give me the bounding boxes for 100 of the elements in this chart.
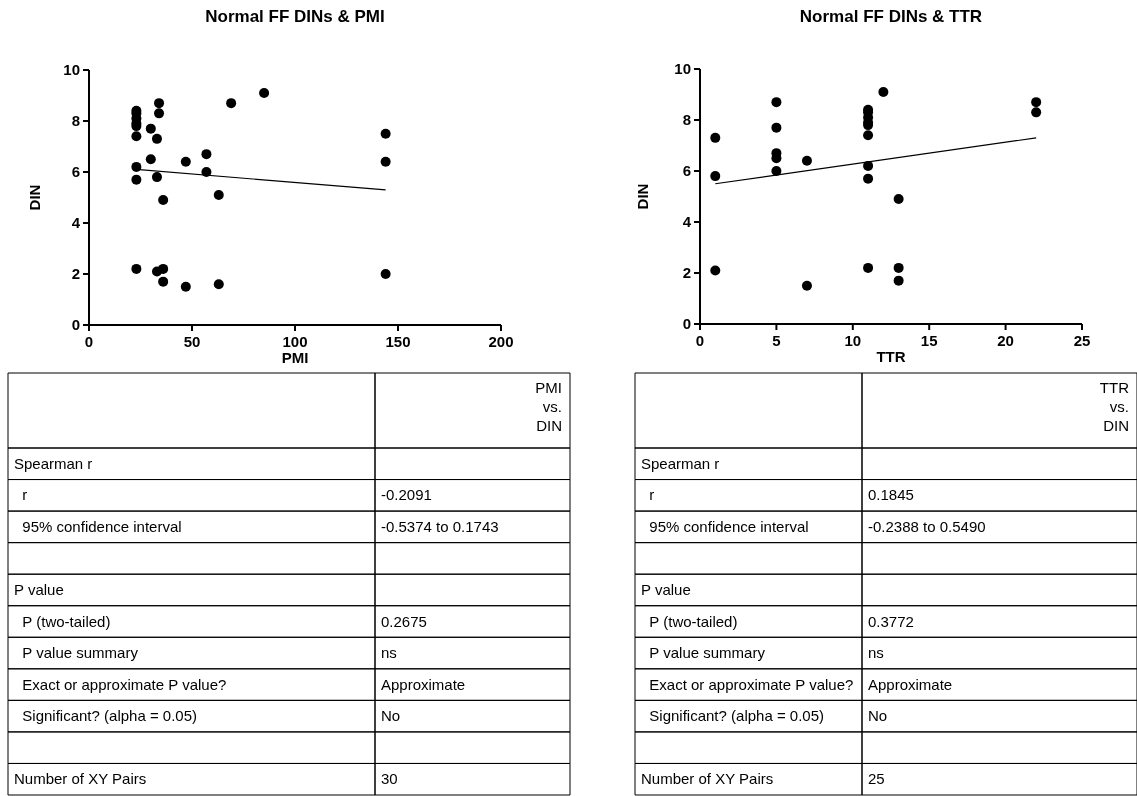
text: -0.2388 to 0.5490 (868, 517, 986, 535)
text: 95% confidence interval (22, 517, 182, 535)
y-tick-label: 8 (682, 111, 691, 128)
text: Spearman r (641, 454, 720, 472)
text: -0.5374 to 0.1743 (381, 517, 499, 535)
point (131, 161, 142, 172)
point (131, 131, 142, 142)
y-tick-label: 2 (682, 264, 691, 281)
x-axis-title: TTR (876, 348, 906, 365)
text: PMI vs. DIN (535, 379, 562, 434)
point (771, 122, 782, 133)
text: 30 (381, 770, 398, 788)
point (771, 97, 782, 108)
text: 0.2675 (381, 612, 427, 630)
point (801, 280, 812, 291)
point (145, 123, 156, 134)
point (863, 160, 874, 171)
text: P value summary (649, 644, 765, 662)
x-tick-label: 10 (844, 332, 862, 349)
point (158, 276, 169, 287)
y-tick-label: 0 (682, 315, 691, 332)
point (710, 132, 721, 143)
text: 0.3772 (868, 612, 914, 630)
text: P value (14, 580, 64, 598)
y-tick-label: 0 (71, 316, 80, 333)
point (151, 133, 162, 144)
point (863, 173, 874, 184)
point (180, 281, 191, 292)
point (863, 130, 874, 141)
point (180, 156, 191, 167)
point (878, 86, 889, 97)
text: Significant? (alpha = 0.05) (22, 707, 198, 725)
point (158, 195, 169, 206)
point (226, 98, 237, 109)
text: Significant? (alpha = 0.05) (649, 707, 825, 725)
y-tick-label: 2 (71, 265, 80, 282)
x-tick-label: 0 (84, 333, 94, 350)
y-axis-title: DIN (634, 183, 651, 210)
text: 25 (868, 770, 885, 788)
point (158, 263, 169, 274)
text: No (381, 707, 401, 725)
text: TTR vs. DIN (1099, 379, 1129, 434)
y-tick-label: 6 (682, 162, 691, 179)
text: Approximate (868, 675, 953, 693)
text: 0.1845 (868, 486, 914, 504)
point (213, 189, 224, 200)
text: Number of XY Pairs (641, 770, 774, 788)
text: Exact or approximate P value? (22, 675, 227, 693)
point (131, 263, 142, 274)
text: Spearman r (14, 454, 93, 472)
text: P value summary (22, 644, 138, 662)
point (380, 128, 391, 139)
x-tick-label: 50 (183, 333, 201, 350)
text: P value (641, 580, 691, 598)
point (771, 166, 782, 176)
text: No (868, 707, 888, 725)
x-axis-title: PMI (281, 349, 309, 366)
point (1031, 107, 1042, 118)
x-tick-label: 25 (1073, 332, 1091, 349)
point (380, 156, 391, 167)
x-tick-label: 5 (772, 332, 781, 349)
point (710, 265, 721, 276)
text: Exact or approximate P value? (649, 675, 854, 693)
point (131, 174, 142, 185)
point (151, 172, 162, 183)
text: r (649, 486, 655, 504)
point (213, 279, 224, 290)
point (154, 108, 165, 119)
point (154, 98, 165, 109)
text: Approximate (381, 675, 466, 693)
x-tick-label: 100 (282, 333, 308, 350)
x-tick-label: 15 (920, 332, 938, 349)
point (893, 275, 904, 286)
point (801, 155, 812, 166)
point (380, 269, 391, 279)
y-tick-label: 6 (71, 163, 80, 180)
text: r (22, 486, 28, 504)
text: Number of XY Pairs (14, 770, 147, 788)
point (710, 171, 721, 182)
y-tick-label: 8 (71, 112, 80, 129)
y-tick-label: 10 (674, 60, 691, 77)
y-axis-title: DIN (26, 184, 43, 211)
point (201, 149, 212, 160)
text: P (two-tailed) (649, 612, 738, 630)
point (893, 194, 904, 205)
x-tick-label: 20 (997, 332, 1014, 349)
y-tick-label: 4 (71, 214, 81, 231)
point (145, 154, 156, 165)
text: P (two-tailed) (22, 612, 111, 630)
y-tick-label: 4 (682, 213, 692, 230)
x-tick-label: 0 (695, 332, 705, 349)
point (1031, 97, 1042, 108)
x-tick-label: 200 (488, 333, 514, 350)
chart-title: Normal FF DINs & PMI (205, 7, 385, 26)
chart-title: Normal FF DINs & TTR (799, 7, 983, 26)
point (863, 262, 874, 273)
text: ns (868, 644, 884, 662)
text: 95% confidence interval (649, 517, 809, 535)
y-tick-label: 10 (63, 61, 80, 78)
point (893, 262, 904, 273)
